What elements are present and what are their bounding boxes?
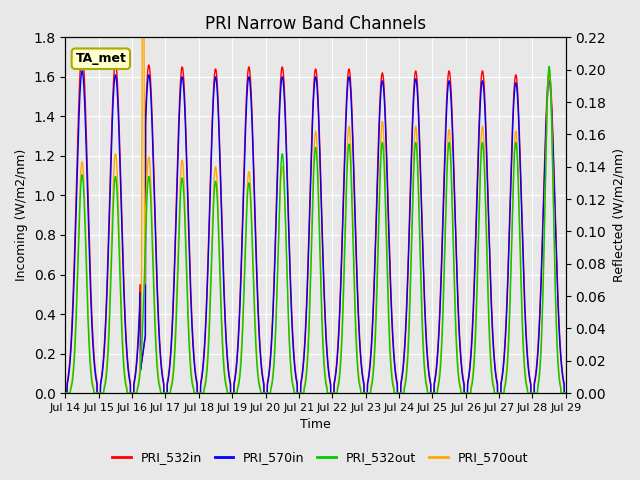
Legend: PRI_532in, PRI_570in, PRI_532out, PRI_570out: PRI_532in, PRI_570in, PRI_532out, PRI_57… [107, 446, 533, 469]
Title: PRI Narrow Band Channels: PRI Narrow Band Channels [205, 15, 426, 33]
Y-axis label: Incoming (W/m2/nm): Incoming (W/m2/nm) [15, 149, 28, 281]
Y-axis label: Reflected (W/m2/nm): Reflected (W/m2/nm) [612, 148, 625, 282]
Text: TA_met: TA_met [76, 52, 126, 65]
X-axis label: Time: Time [300, 419, 331, 432]
